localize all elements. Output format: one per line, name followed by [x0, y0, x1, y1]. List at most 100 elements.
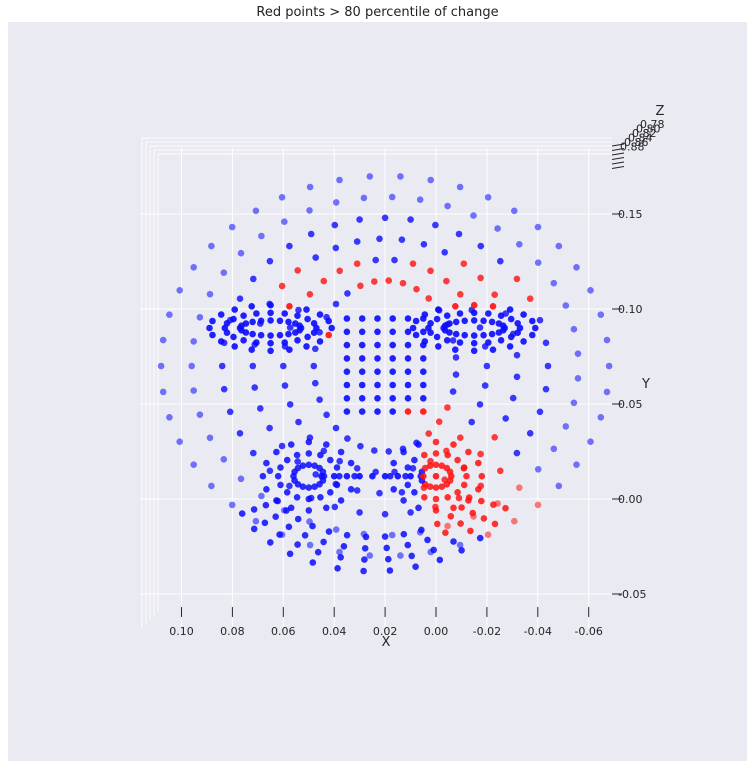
point [402, 472, 409, 480]
point [374, 341, 381, 349]
point [433, 333, 441, 341]
z-axis-label: Z [656, 104, 665, 119]
point [190, 264, 197, 271]
point [248, 303, 255, 310]
z-tick-mark [611, 143, 625, 147]
point-changed [286, 303, 293, 310]
point [228, 501, 236, 509]
point-changed [432, 472, 440, 480]
point [444, 202, 451, 210]
point [293, 451, 301, 459]
y-tick-label: 0.15 [618, 208, 643, 221]
point [420, 381, 427, 389]
point [166, 414, 173, 421]
point [366, 552, 374, 559]
point [436, 556, 444, 564]
point [190, 461, 197, 469]
point [343, 381, 351, 389]
point [497, 257, 504, 265]
point [258, 492, 265, 500]
point [507, 333, 515, 341]
z-tick-mark [611, 161, 625, 165]
point [362, 533, 370, 541]
point [418, 526, 425, 534]
point-changed [490, 501, 497, 509]
point-changed [484, 531, 492, 538]
point [196, 314, 204, 321]
point [311, 462, 318, 470]
point [427, 176, 435, 184]
point-changed [336, 267, 344, 275]
point [420, 341, 427, 349]
point-changed [444, 494, 452, 501]
point [424, 536, 431, 544]
point [446, 320, 453, 327]
point [358, 395, 366, 402]
point [360, 194, 368, 202]
point [333, 481, 341, 489]
point [483, 362, 491, 370]
point [220, 385, 228, 393]
point [278, 194, 286, 201]
point [343, 408, 351, 415]
point [461, 331, 469, 339]
point-changed [427, 267, 434, 275]
point-changed [491, 520, 499, 528]
point [217, 338, 225, 345]
point [218, 362, 226, 370]
point [305, 438, 313, 446]
point [309, 522, 316, 530]
point [249, 330, 256, 338]
point [374, 328, 381, 336]
point [356, 472, 363, 480]
point [573, 264, 580, 271]
point [404, 395, 412, 402]
point [587, 438, 594, 446]
point [356, 509, 363, 516]
point-changed [491, 291, 499, 299]
point [318, 472, 325, 480]
point-changed [443, 481, 451, 488]
point [238, 510, 246, 517]
point [336, 457, 344, 465]
point [481, 382, 489, 389]
point [390, 459, 398, 467]
point [306, 183, 314, 191]
point [312, 254, 320, 261]
point [476, 401, 484, 408]
point [412, 331, 420, 339]
point [441, 327, 449, 334]
point-changed [353, 260, 361, 268]
point [305, 507, 313, 514]
point [555, 242, 563, 250]
point-changed [455, 494, 463, 502]
point [358, 328, 366, 336]
point [316, 481, 323, 488]
chart-title: Red points > 80 percentile of change [256, 5, 499, 20]
point-changed [432, 484, 440, 491]
point-changed [460, 481, 468, 489]
point [407, 509, 414, 516]
point-changed [306, 291, 314, 298]
point [294, 541, 301, 548]
point [374, 381, 381, 389]
point [390, 486, 398, 493]
point [544, 362, 552, 370]
point [333, 464, 341, 471]
point [250, 506, 258, 513]
point [400, 448, 407, 456]
point [389, 328, 397, 336]
point [287, 441, 295, 448]
point [372, 256, 380, 264]
point-changed [435, 418, 443, 426]
point [420, 395, 427, 402]
point [485, 339, 492, 346]
point [488, 318, 496, 326]
point [411, 489, 418, 496]
point [309, 559, 317, 566]
point [456, 310, 464, 317]
point [456, 339, 464, 346]
point [286, 324, 294, 331]
point [420, 355, 427, 362]
point-changed [454, 456, 461, 464]
